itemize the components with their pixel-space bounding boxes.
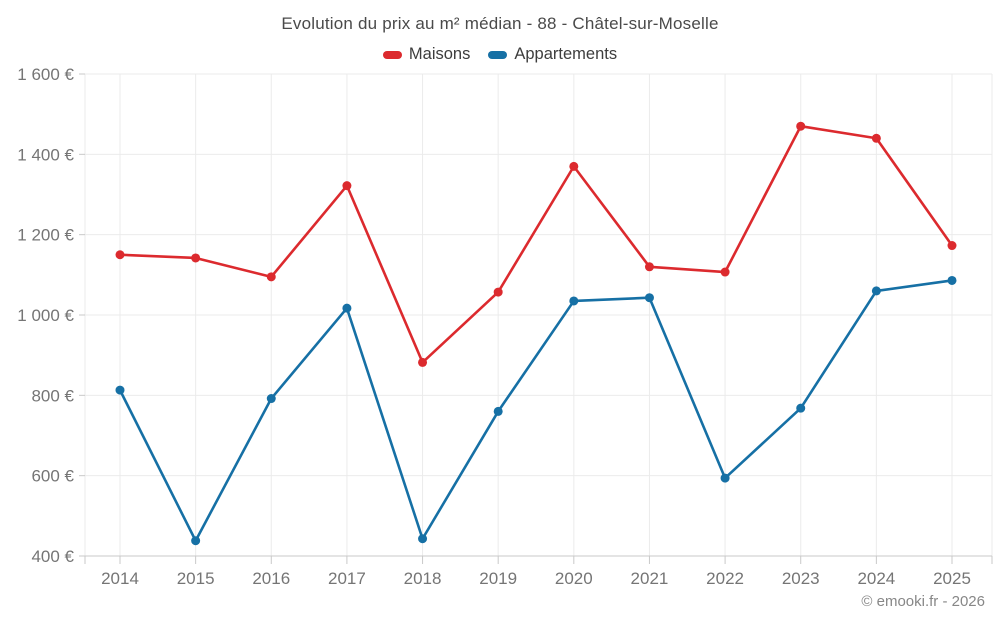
data-point-maisons[interactable]: [947, 241, 957, 251]
legend-item-maisons[interactable]: Maisons: [382, 45, 471, 64]
data-point-maisons[interactable]: [569, 161, 579, 171]
data-point-maisons[interactable]: [115, 250, 125, 260]
x-axis-label: 2014: [101, 569, 139, 588]
data-point-maisons[interactable]: [720, 267, 730, 277]
data-point-appartements[interactable]: [569, 296, 579, 306]
x-axis-label: 2021: [631, 569, 669, 588]
y-axis-label: 1 200 €: [17, 226, 74, 245]
data-point-maisons[interactable]: [342, 181, 352, 191]
x-axis-label: 2017: [328, 569, 366, 588]
data-point-appartements[interactable]: [342, 303, 352, 313]
data-point-maisons[interactable]: [191, 253, 201, 263]
x-axis-label: 2023: [782, 569, 820, 588]
data-point-appartements[interactable]: [191, 536, 201, 546]
chart-legend: Maisons Appartements: [0, 45, 1000, 64]
series-line-maisons: [118, 124, 954, 364]
data-point-appartements[interactable]: [871, 286, 881, 296]
legend-label-maisons: Maisons: [408, 45, 471, 63]
data-point-appartements[interactable]: [266, 394, 276, 404]
data-point-maisons[interactable]: [266, 272, 276, 282]
x-axis-label: 2015: [177, 569, 215, 588]
legend-item-appartements[interactable]: Appartements: [488, 45, 617, 64]
data-point-appartements[interactable]: [115, 385, 125, 395]
y-axis-label: 1 600 €: [17, 65, 74, 84]
maisons-color-swatch-icon: [382, 50, 402, 59]
chart-title: Evolution du prix au m² médian - 88 - Ch…: [281, 14, 719, 33]
data-point-appartements[interactable]: [418, 534, 428, 544]
data-point-maisons[interactable]: [796, 121, 806, 131]
data-point-maisons[interactable]: [644, 262, 654, 272]
data-point-appartements[interactable]: [720, 473, 730, 483]
data-point-appartements[interactable]: [644, 293, 654, 303]
data-point-maisons[interactable]: [871, 133, 881, 143]
x-axis-label: 2018: [404, 569, 442, 588]
y-axis-label: 1 400 €: [17, 145, 74, 164]
data-point-maisons[interactable]: [418, 357, 428, 367]
data-point-appartements[interactable]: [947, 275, 957, 285]
y-axis-label: 400 €: [31, 547, 74, 566]
x-axis-label: 2022: [706, 569, 744, 588]
data-point-appartements[interactable]: [493, 406, 503, 416]
data-point-appartements[interactable]: [796, 403, 806, 413]
appartements-color-swatch-icon: [488, 50, 508, 59]
x-axis-label: 2020: [555, 569, 593, 588]
y-axis-label: 800 €: [31, 386, 74, 405]
series-line-appartements: [118, 279, 954, 543]
legend-label-appartements: Appartements: [514, 45, 618, 63]
y-axis-label: 1 000 €: [17, 306, 74, 325]
y-axis-label: 600 €: [31, 467, 74, 486]
x-axis-label: 2019: [479, 569, 517, 588]
x-axis-label: 2016: [252, 569, 290, 588]
data-point-maisons[interactable]: [493, 287, 503, 297]
x-axis-label: 2025: [933, 569, 971, 588]
x-axis-label: 2024: [857, 569, 895, 588]
footer-credit: © emooki.fr - 2026: [861, 593, 985, 610]
